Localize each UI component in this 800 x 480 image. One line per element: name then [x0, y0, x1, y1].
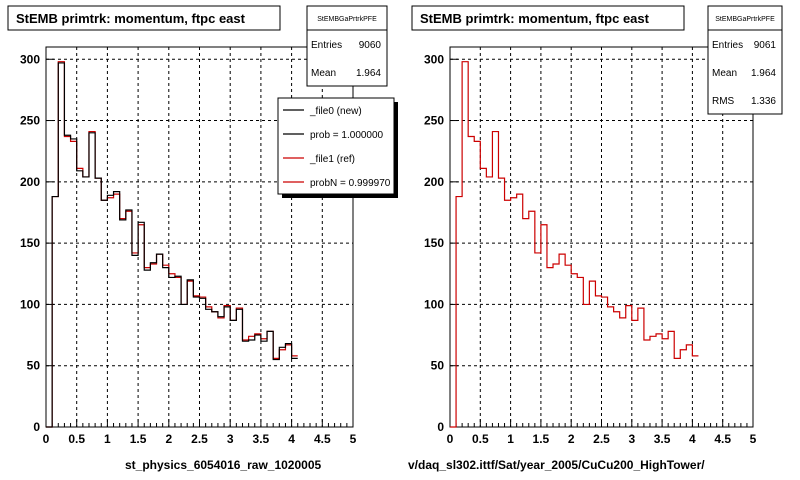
- left-x-tick-label: 0: [43, 432, 50, 446]
- left-x-tick-label: 2: [165, 432, 172, 446]
- right-y-tick-label: 0: [437, 420, 444, 434]
- legend-label: _file0 (new): [309, 106, 362, 117]
- legend-background: [277, 97, 395, 195]
- legend-label: _file1 (ref): [309, 154, 355, 165]
- left-title-box: [7, 5, 281, 31]
- right-x-tick-label: 2.5: [593, 432, 610, 446]
- left-y-tick-label: 150: [20, 236, 40, 250]
- left-y-tick-label: 250: [20, 114, 40, 128]
- right-x-tick-label: 2: [568, 432, 575, 446]
- left-y-tick-label: 50: [27, 359, 41, 373]
- right-stats-value: 1.336: [751, 96, 776, 107]
- left-x-tick-label: 3: [227, 432, 234, 446]
- left-stats-header: StEMBGaPrtrkPFE: [317, 16, 377, 23]
- left-x-tick-label: 5: [350, 432, 357, 446]
- left-x-tick-label: 4: [288, 432, 295, 446]
- right-stats-label: Mean: [712, 68, 737, 79]
- left-y-tick-label: 100: [20, 297, 40, 311]
- right-x-tick-label: 3: [628, 432, 635, 446]
- right-histogram-panel: StEMB primtrk: momentum, ftpc east 0 0.5 1…: [408, 5, 783, 472]
- right-stats-value: 9061: [754, 40, 777, 51]
- left-stats-label: Mean: [311, 68, 336, 79]
- right-x-tick-label: 0.5: [472, 432, 489, 446]
- right-title-box: [411, 5, 685, 31]
- right-x-axis-label: v/daq_sl302.ittf/Sat/year_2005/CuCu200_H…: [408, 458, 705, 472]
- right-stats-background: [707, 5, 783, 115]
- right-x-tick-label: 0: [447, 432, 454, 446]
- left-series-group: [46, 61, 298, 428]
- left-y-tick-label: 200: [20, 175, 40, 189]
- left-chart-title: StEMB primtrk: momentum, ftpc east: [16, 11, 246, 26]
- right-x-tick-label: 1.5: [533, 432, 550, 446]
- right-plot-frame: [449, 46, 754, 428]
- left-x-tick-label: 0.5: [68, 432, 85, 446]
- right-stats-header: StEMBGaPrtrkPFE: [715, 16, 775, 23]
- right-y-tick-label: 300: [424, 52, 444, 66]
- left-series-file0-new: [46, 62, 298, 428]
- left-x-tick-label: 1: [104, 432, 111, 446]
- left-histogram-panel: StEMB primtrk: momentum, ftpc east 0 0.5 1…: [7, 5, 398, 472]
- right-grid: [450, 47, 753, 427]
- left-x-tick-label: 2.5: [191, 432, 208, 446]
- right-chart-title: StEMB primtrk: momentum, ftpc east: [420, 11, 650, 26]
- right-y-tick-label: 100: [424, 297, 444, 311]
- right-stats-value: 1.964: [751, 68, 776, 79]
- right-x-tick-label: 4.5: [714, 432, 731, 446]
- right-stats-box: StEMBGaPrtrkPFE Entries 9061 Mean 1.964 RMS 1.…: [707, 5, 783, 115]
- left-x-tick-label: 4.5: [314, 432, 331, 446]
- right-stats-label: Entries: [712, 40, 743, 51]
- left-x-tick-label: 3.5: [253, 432, 270, 446]
- right-x-tick-label: 5: [750, 432, 757, 446]
- left-x-axis-label: st_physics_6054016_raw_1020005: [125, 458, 321, 472]
- left-stats-value: 9060: [359, 40, 382, 51]
- legend-label: prob = 1.000000: [310, 130, 384, 141]
- left-stats-box: StEMBGaPrtrkPFE Entries 9060 Mean 1.964: [306, 5, 388, 87]
- right-y-tick-label: 200: [424, 175, 444, 189]
- right-series-file1-ref: [450, 61, 699, 428]
- left-stats-value: 1.964: [356, 68, 381, 79]
- left-legend: _file0 (new) prob = 1.000000 _file1 (ref) p…: [277, 97, 398, 198]
- right-x-tick-label: 1: [507, 432, 514, 446]
- legend-label: probN = 0.999970: [310, 178, 391, 189]
- right-series-group: [450, 61, 699, 428]
- left-y-tick-label: 0: [33, 420, 40, 434]
- right-y-tick-label: 50: [431, 359, 445, 373]
- right-stats-label: RMS: [712, 96, 735, 107]
- left-stats-background: [306, 5, 388, 87]
- left-stats-label: Entries: [311, 40, 342, 51]
- right-y-tick-label: 150: [424, 236, 444, 250]
- right-y-tick-label: 250: [424, 114, 444, 128]
- left-y-tick-label: 300: [20, 52, 40, 66]
- right-x-tick-label: 3.5: [654, 432, 671, 446]
- right-x-tick-label: 4: [689, 432, 696, 446]
- left-x-tick-label: 1.5: [130, 432, 147, 446]
